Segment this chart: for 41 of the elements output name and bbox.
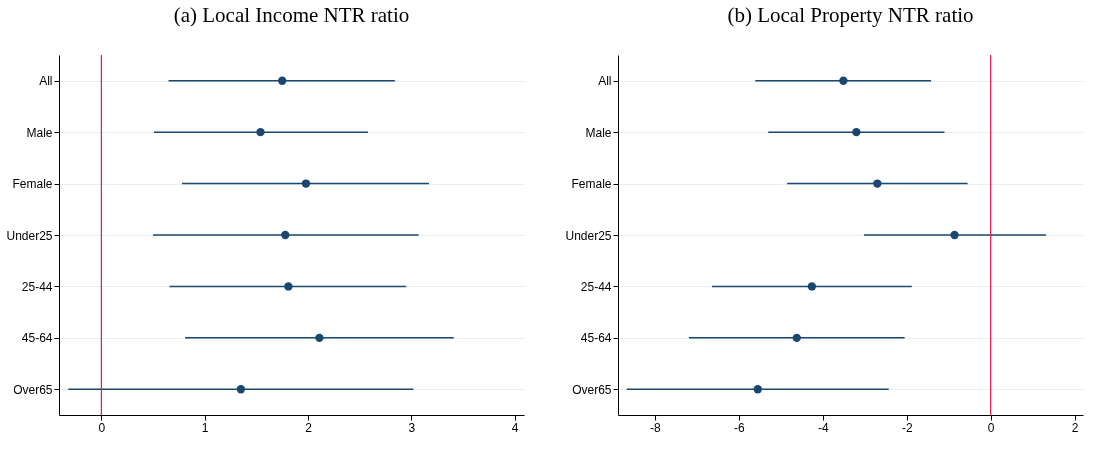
point [950,230,959,240]
point [284,282,293,291]
y-tick-label: Female [12,177,53,192]
x-tick-label: 0 [98,420,106,435]
y-tick-label: Female [571,177,612,192]
point [792,333,801,343]
point [839,76,848,85]
point [873,179,882,188]
y-tick-label: All [39,74,53,89]
x-tick-label: -4 [817,420,829,435]
x-tick-label: 2 [1071,420,1079,435]
y-tick-label: 45-64 [21,331,53,346]
x-tick-label: 1 [201,420,209,435]
x-tick-label: 3 [408,420,416,435]
x-tick-label: -6 [734,420,746,435]
y-tick-label: Over65 [13,382,53,397]
y-tick-label: Under25 [565,228,612,243]
point [281,230,290,240]
x-tick-label: 4 [511,420,519,435]
y-tick-label: 45-64 [580,331,612,346]
x-tick-label: 2 [305,420,313,435]
y-tick-label: 25-44 [580,279,612,294]
y-tick-label: All [598,74,612,89]
y-tick-label: Male [26,125,53,140]
point [315,333,324,343]
point [236,385,246,394]
y-tick-label: Male [585,125,612,140]
x-tick-label: 0 [987,420,995,435]
y-tick-label: 25-44 [21,279,53,294]
point [807,282,817,291]
chart-title: (b) Local Property NTR ratio [727,3,974,28]
point [852,127,861,137]
x-tick-label: -2 [901,420,913,435]
point [256,127,265,137]
chart-title: (a) Local Income NTR ratio [173,3,410,28]
x-tick-label: -8 [650,420,662,435]
y-tick-label: Under25 [6,228,53,243]
point [301,179,311,188]
point [753,385,762,394]
point [278,76,287,85]
y-tick-label: Over65 [572,382,612,397]
